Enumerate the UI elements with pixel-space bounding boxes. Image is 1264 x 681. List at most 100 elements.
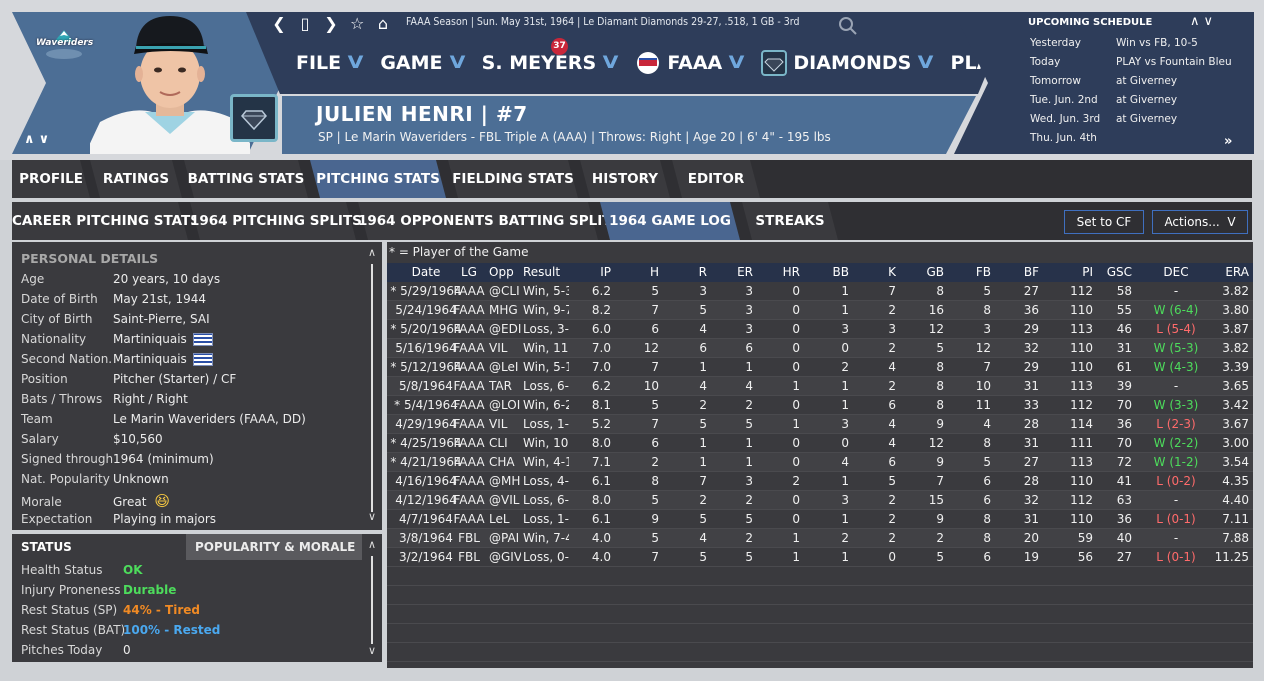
cell-gb: 16 <box>928 303 944 317</box>
column-header-bb[interactable]: BB <box>832 265 849 279</box>
detail-value: 1964 (minimum) <box>113 452 214 466</box>
table-row[interactable]: 3/8/1964 FBL @PAI Win, 7-4 4.0 5 4 2 1 2 2 2 8 20 59 40… <box>387 529 1253 548</box>
tab-popularity-morale[interactable]: POPULARITY & MORALE <box>186 534 362 560</box>
scroll-up-icon[interactable]: ∧ <box>367 538 376 551</box>
column-header-h[interactable]: H <box>649 265 659 279</box>
column-header-gb[interactable]: GB <box>926 265 944 279</box>
cell-fb: 11 <box>975 398 991 412</box>
cell-opp: @CLI <box>489 284 520 298</box>
table-row[interactable]: * 5/29/1964 FAAA @CLI Win, 5-3 6.2 5 3 3 0 1 7 8 5 27… <box>387 282 1253 301</box>
scrollbar[interactable] <box>371 556 373 644</box>
column-header-hr[interactable]: HR <box>782 265 800 279</box>
tab-pitching-stats[interactable]: PITCHING STATS <box>310 160 446 198</box>
column-header-r[interactable]: R <box>698 265 707 279</box>
tab-ratings[interactable]: RATINGS <box>90 160 182 198</box>
cell-gsc: 63 <box>1116 493 1132 507</box>
double-chevron-right-icon[interactable]: » <box>1224 134 1233 149</box>
tab-history[interactable]: HISTORY <box>580 160 670 198</box>
table-row[interactable]: * 5/12/1964 FAAA @LeI Win, 5-1 7.0 7 1 1 0 2 4 8 7 29… <box>387 358 1253 377</box>
scroll-down-icon[interactable]: ∨ <box>367 510 376 523</box>
cell-result: Loss, 6-1 <box>523 379 569 393</box>
tab-streaks[interactable]: STREAKS <box>742 202 838 240</box>
table-row[interactable]: * 4/21/1964 FAAA CHA Win, 4-1 7.1 2 1 1 0 4 6 9 5 27 1… <box>387 453 1253 472</box>
column-header-gsc[interactable]: GSC <box>1106 265 1132 279</box>
detail-label: Position <box>21 372 68 386</box>
cell-gb: 7 <box>936 474 944 488</box>
schedule-row[interactable]: Wed. Jun. 3rd at Giverney <box>1030 113 1177 125</box>
tab-opponents-batting-splits[interactable]: 1964 OPPONENTS BATTING SPLITS <box>358 202 621 240</box>
schedule-row[interactable]: Today PLAY vs Fountain Bleu <box>1030 56 1232 68</box>
chevron-up-icon[interactable]: ∧ <box>24 132 39 147</box>
cell-era: 3.65 <box>1222 379 1249 393</box>
schedule-row[interactable]: Thu. Jun. 4th <box>1030 132 1116 144</box>
device-icon[interactable]: ▯ <box>300 14 310 33</box>
tab-batting-stats[interactable]: BATTING STATS <box>184 160 308 198</box>
column-header-lg[interactable]: LG <box>461 265 477 279</box>
schedule-arrows[interactable]: ∧∨ <box>1190 14 1217 29</box>
scroll-up-icon[interactable]: ∧ <box>367 246 376 259</box>
back-icon[interactable]: ❮ <box>272 14 286 33</box>
empty-row <box>387 567 1253 586</box>
schedule-day: Thu. Jun. 4th <box>1030 132 1097 144</box>
scrollbar[interactable] <box>371 264 373 512</box>
tab-editor[interactable]: EDITOR <box>672 160 760 198</box>
search-icon[interactable] <box>838 16 858 36</box>
status-row: Health Status OK <box>21 563 143 577</box>
cell-gsc: 61 <box>1116 360 1132 374</box>
team-badge-diamond-icon[interactable] <box>230 94 278 142</box>
menu-file[interactable]: FILE V <box>296 52 364 74</box>
scroll-down-icon[interactable]: ∨ <box>367 644 376 657</box>
menu-manager[interactable]: S. MEYERS V <box>481 52 619 74</box>
cell-gb: 8 <box>936 379 944 393</box>
cell-era: 4.35 <box>1222 474 1249 488</box>
column-header-result[interactable]: Result <box>523 265 561 279</box>
column-header-bf[interactable]: BF <box>1023 265 1039 279</box>
menu-league[interactable]: FAAA V <box>635 50 745 76</box>
column-header-opp[interactable]: Opp <box>489 265 514 279</box>
column-header-era[interactable]: ERA <box>1225 265 1249 279</box>
tab-pitching-splits[interactable]: 1964 PITCHING SPLITS <box>190 202 362 240</box>
column-header-fb[interactable]: FB <box>975 265 991 279</box>
set-to-cf-button[interactable]: Set to CF <box>1064 210 1144 234</box>
menu-game[interactable]: GAME V <box>380 52 465 74</box>
schedule-row[interactable]: Tomorrow at Giverney <box>1030 75 1177 87</box>
column-header-dec[interactable]: DEC <box>1163 265 1189 279</box>
column-header-pi[interactable]: PI <box>1082 265 1093 279</box>
star-icon[interactable]: ☆ <box>350 14 365 33</box>
tab-fielding-stats[interactable]: FIELDING STATS <box>448 160 578 198</box>
home-icon[interactable]: ⌂ <box>377 14 389 33</box>
schedule-row[interactable]: Tue. Jun. 2nd at Giverney <box>1030 94 1177 106</box>
chevron-up-icon[interactable]: ∧ <box>1190 14 1204 29</box>
tab-profile[interactable]: PROFILE <box>12 160 90 198</box>
column-header-date[interactable]: Date <box>411 265 441 279</box>
forward-icon[interactable]: ❯ <box>324 14 338 33</box>
schedule-row[interactable]: Yesterday Win vs FB, 10-5 <box>1030 37 1198 49</box>
column-header-er[interactable]: ER <box>737 265 753 279</box>
chevron-down-icon[interactable]: ∨ <box>1203 14 1218 29</box>
column-header-ip[interactable]: IP <box>600 265 611 279</box>
chevron-down-icon[interactable]: ∨ <box>38 132 54 147</box>
actions-button[interactable]: Actions... V <box>1152 210 1248 234</box>
cell-pi: 112 <box>1070 493 1093 507</box>
column-header-k[interactable]: K <box>888 265 896 279</box>
menu-manager-label: S. MEYERS <box>481 52 597 74</box>
cell-er: 1 <box>745 455 753 469</box>
cell-pi: 110 <box>1070 360 1093 374</box>
portrait-arrows[interactable]: ∧∨ <box>24 132 53 147</box>
tab-career-pitching-stats[interactable]: CAREER PITCHING STATS <box>12 202 200 240</box>
cell-k: 4 <box>888 417 896 431</box>
table-row[interactable]: * 5/4/1964 FAAA @LOI Win, 6-2 8.1 5 2 2 0 1 6 8 11 33… <box>387 396 1253 415</box>
tab-status[interactable]: STATUS <box>21 540 72 554</box>
menu-team[interactable]: DIAMONDS V <box>761 50 934 76</box>
tab-game-log[interactable]: 1964 GAME LOG <box>600 202 740 240</box>
table-row[interactable]: 5/24/1964 FAAA MHG Win, 9-7 8.2 7 5 3 0 1 2 16 8 36 11… <box>387 301 1253 320</box>
